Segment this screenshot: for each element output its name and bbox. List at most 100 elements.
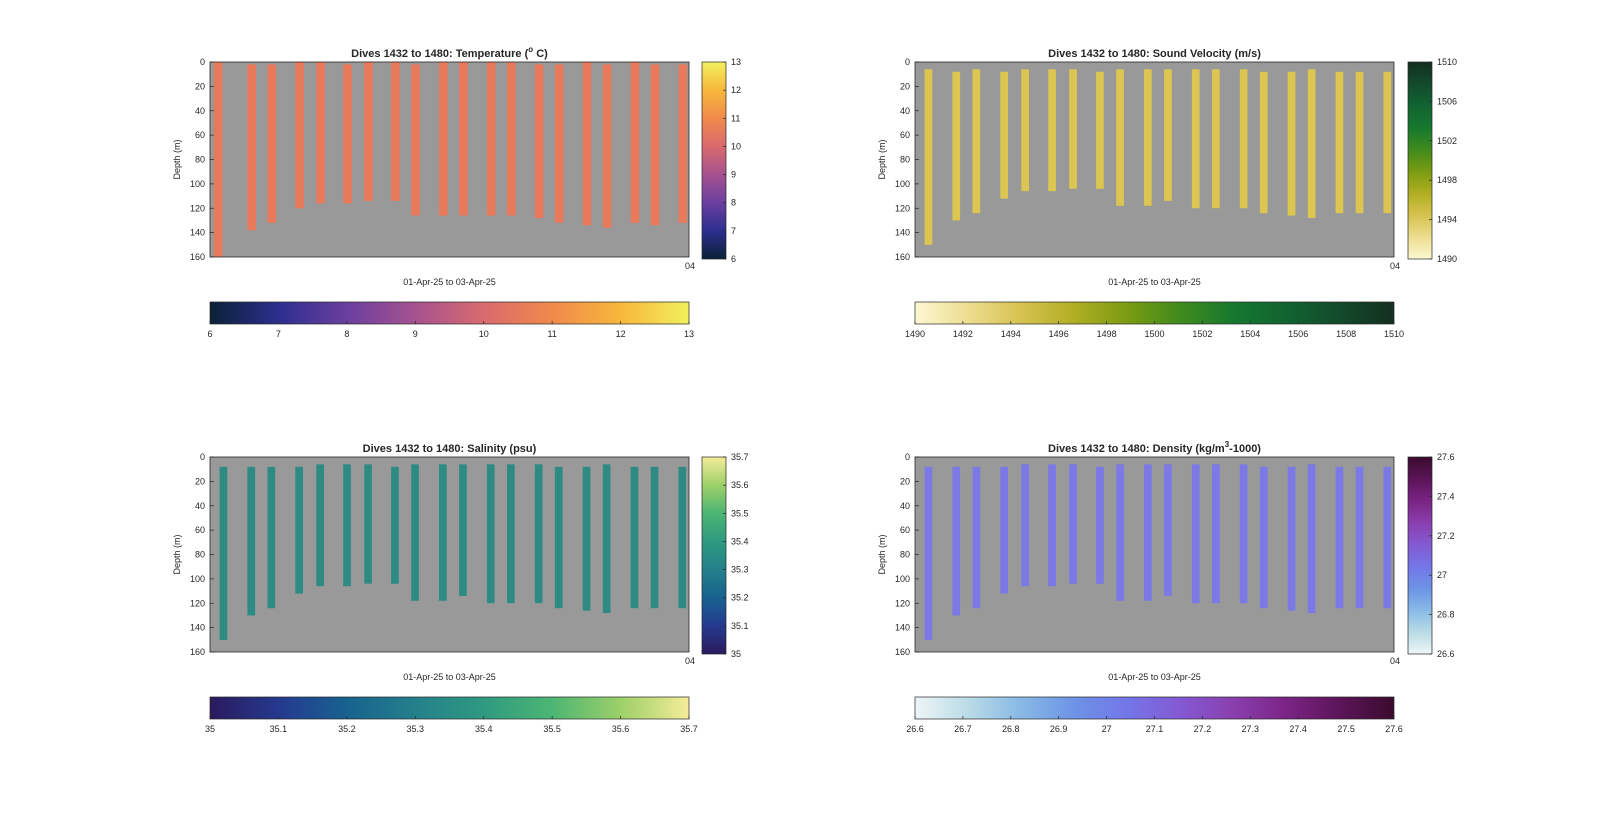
x-axis-label: 01-Apr-25 to 03-Apr-25 [403, 277, 496, 287]
dive-profile-5 [1048, 464, 1056, 587]
colorbar-tick-label: 35.3 [731, 565, 749, 575]
colorbar-tick-label: 35.7 [731, 452, 749, 462]
y-tick-label: 160 [190, 647, 205, 657]
y-tick-label: 160 [895, 647, 910, 657]
y-tick-label: 60 [900, 525, 910, 535]
dive-profile-10 [459, 62, 468, 216]
dive-profile-3 [1000, 71, 1008, 199]
colorbar-h-tick-label: 27.2 [1194, 724, 1212, 734]
y-tick-label: 80 [900, 155, 910, 165]
colorbar-tick-label: 1494 [1437, 215, 1457, 225]
y-tick-label: 140 [190, 623, 205, 633]
colorbar-h-tick-label: 8 [344, 329, 349, 339]
colorbar-vertical [1407, 61, 1433, 260]
plot-area [915, 62, 1394, 257]
colorbar-h-tick-label: 26.7 [954, 724, 972, 734]
dive-profile-6 [364, 464, 372, 584]
y-tick-label: 80 [900, 550, 910, 560]
colorbar-tick-label: 6 [731, 254, 736, 264]
dive-profile-4 [1021, 464, 1029, 587]
colorbar-tick-label: 35.6 [731, 480, 749, 490]
x-tick-label: 04 [1390, 656, 1400, 666]
dive-profile-11 [486, 464, 495, 604]
dive-profile-6 [364, 62, 373, 201]
y-tick-label: 100 [190, 179, 205, 189]
colorbar-vertical [701, 456, 727, 655]
colorbar-h-tick-label: 7 [276, 329, 281, 339]
dive-profile-7 [391, 466, 399, 584]
dive-profile-0 [219, 466, 228, 640]
x-tick-label: 04 [685, 261, 695, 271]
dive-profile-6 [1069, 464, 1077, 584]
dive-profile-19 [678, 64, 688, 223]
dive-profile-11 [486, 62, 496, 216]
dive-profile-15 [582, 466, 591, 611]
colorbar-tick-label: 1502 [1437, 136, 1457, 146]
colorbar-h-tick-label: 6 [207, 329, 212, 339]
dive-profile-9 [439, 62, 448, 216]
dive-profile-18 [1355, 466, 1364, 609]
chart-panel-0: 0 20 40 60 80 100 120 140 160 04 Dives 1432 to 148… [172, 45, 741, 339]
dive-profile-3 [1000, 466, 1008, 594]
colorbar-tick-label: 27.6 [1437, 452, 1455, 462]
colorbar-h-tick-label: 27.1 [1146, 724, 1164, 734]
colorbar-h-tick-label: 27.4 [1289, 724, 1307, 734]
colorbar-h-tick-label: 1494 [1001, 329, 1021, 339]
x-axis-label: 01-Apr-25 to 03-Apr-25 [403, 672, 496, 682]
dive-profile-8 [411, 464, 419, 601]
dive-profile-14 [554, 64, 564, 223]
dive-profile-14 [1259, 71, 1268, 214]
colorbar-h-tick-label: 1498 [1097, 329, 1117, 339]
chart-title: Dives 1432 to 1480: Temperature (o C) [351, 45, 548, 60]
y-tick-label: 0 [200, 57, 205, 67]
y-tick-label: 120 [895, 203, 910, 213]
dive-profile-11 [1191, 464, 1200, 604]
y-tick-label: 0 [905, 452, 910, 462]
colorbar-h-tick-label: 1508 [1336, 329, 1356, 339]
colorbar-tick-label: 10 [731, 141, 741, 151]
dive-profile-1 [247, 466, 256, 616]
y-tick-label: 100 [895, 574, 910, 584]
dive-profile-12 [507, 62, 516, 216]
y-axis-label: Depth (m) [172, 534, 182, 574]
colorbar-tick-label: 13 [731, 57, 741, 67]
dive-profile-16 [602, 464, 611, 613]
colorbar-h-tick-label: 26.9 [1050, 724, 1068, 734]
colorbar-horizontal [914, 696, 1395, 720]
dive-profile-14 [1259, 466, 1268, 609]
colorbar-tick-label: 1498 [1437, 175, 1457, 185]
dive-profile-0 [924, 69, 933, 245]
dive-profile-13 [534, 464, 543, 604]
colorbar-h-tick-label: 1500 [1144, 329, 1164, 339]
y-tick-label: 100 [190, 574, 205, 584]
y-tick-label: 20 [900, 476, 910, 486]
plot-area [915, 457, 1394, 652]
dive-profile-13 [1239, 464, 1248, 604]
y-tick-label: 40 [900, 501, 910, 511]
dive-profile-2 [972, 69, 981, 214]
x-axis-label: 01-Apr-25 to 03-Apr-25 [1108, 277, 1201, 287]
dive-profile-14 [554, 466, 563, 609]
dive-profile-10 [1164, 69, 1172, 201]
y-tick-label: 20 [195, 476, 205, 486]
colorbar-h-tick-label: 35.2 [338, 724, 356, 734]
chart-panel-2: 0 20 40 60 80 100 120 140 160 04 Dives 1432 to 148… [172, 443, 749, 734]
colorbar-h-tick-label: 35.5 [543, 724, 561, 734]
colorbar-tick-label: 35 [731, 649, 741, 659]
colorbar-h-tick-label: 9 [413, 329, 418, 339]
y-tick-label: 60 [900, 130, 910, 140]
chart-title: Dives 1432 to 1480: Sound Velocity (m/s) [1048, 48, 1261, 60]
chart-title: Dives 1432 to 1480: Salinity (psu) [363, 443, 537, 455]
colorbar-tick-label: 1510 [1437, 57, 1457, 67]
dive-profile-10 [459, 464, 467, 596]
colorbar-tick-label: 35.1 [731, 621, 749, 631]
y-tick-label: 0 [905, 57, 910, 67]
dive-profile-13 [534, 64, 544, 219]
y-tick-label: 140 [190, 228, 205, 238]
colorbar-horizontal [209, 301, 690, 325]
dive-profile-2 [972, 466, 981, 609]
dive-profile-19 [1383, 466, 1392, 609]
dive-profile-5 [343, 64, 352, 204]
colorbar-h-tick-label: 1496 [1049, 329, 1069, 339]
